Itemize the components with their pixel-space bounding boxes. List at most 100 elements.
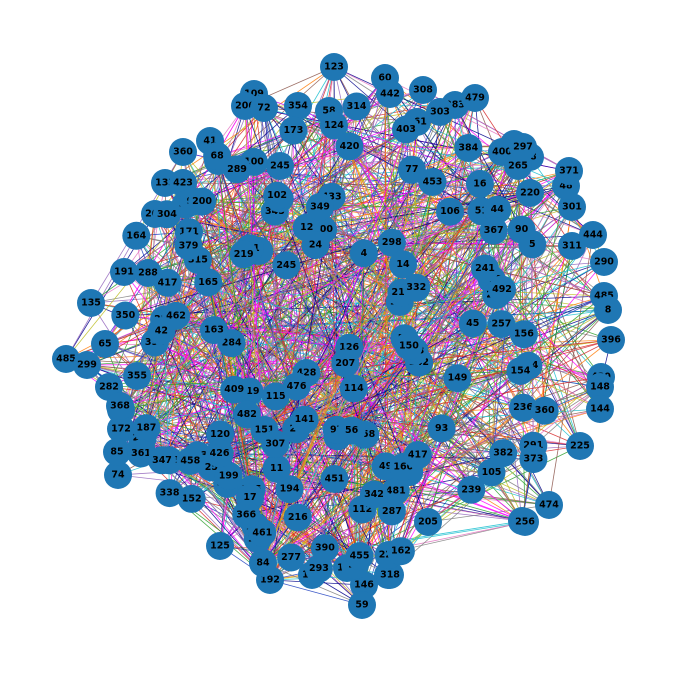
graph-node-circle (169, 138, 197, 166)
graph-node-label: 51 (475, 206, 488, 217)
graph-node: 409 (220, 375, 249, 404)
graph-node: 106 (436, 197, 464, 226)
graph-node-label: 265 (508, 161, 528, 172)
graph-edge (548, 234, 594, 506)
graph-node: 65 (91, 330, 119, 358)
graph-node: 277 (277, 543, 306, 572)
graph-node-circle (590, 248, 618, 276)
graph-edge (120, 372, 307, 411)
graph-node-label: 114 (344, 383, 364, 394)
graph-node: 318 (376, 561, 404, 589)
graph-node-circle (360, 480, 388, 509)
graph-edge (259, 250, 601, 410)
graph-node: 24 (301, 231, 330, 260)
graph-node: 44 (483, 195, 512, 224)
graph-node-circle (509, 133, 537, 161)
graph-edge (137, 333, 524, 377)
graph-node: 135 (77, 289, 105, 317)
graph-node-circle (261, 382, 290, 411)
graph-node: 241 (471, 254, 499, 283)
graph-node-label: 225 (570, 441, 590, 452)
graph-node-label: 400 (492, 147, 512, 158)
graph-node-label: 314 (347, 101, 367, 112)
graph-edge (269, 151, 503, 581)
graph-node-circle (558, 193, 586, 221)
graph-node: 14 (389, 250, 417, 279)
graph-node-label: 301 (562, 202, 582, 213)
graph-edge (249, 147, 469, 249)
graph-node-label: 163 (204, 325, 224, 336)
graph-node: 56 (337, 416, 366, 445)
graph-node-circle (530, 396, 559, 425)
graph-node-label: 308 (413, 85, 433, 96)
graph-edge (315, 156, 531, 246)
graph-edge (318, 338, 405, 569)
graph-node-label: 149 (448, 373, 468, 384)
graph-node-label: 162 (391, 546, 411, 557)
graph-node: 485 (52, 345, 80, 373)
graph-edge (244, 105, 271, 581)
graph-edge (147, 130, 294, 274)
graph-node-circle (376, 80, 404, 108)
graph-node: 350 (111, 301, 140, 330)
graph-node-label: 148 (590, 382, 610, 393)
graph-node-label: 154 (510, 366, 530, 377)
graph-node-label: 219 (234, 249, 254, 260)
graph-node-label: 171 (179, 227, 199, 238)
graph-edge (262, 242, 393, 564)
graph-node-circle (310, 534, 339, 563)
graph-node-circle (461, 84, 489, 112)
graph-node: 360 (530, 396, 559, 425)
graph-node: 455 (345, 542, 374, 571)
graph-node: 191 (110, 258, 138, 286)
graph-node-label: 420 (340, 141, 360, 152)
graph-node: 245 (272, 251, 301, 280)
graph-node-circle (290, 405, 319, 434)
graph-node: 199 (214, 461, 243, 490)
graph-node-circle (418, 168, 447, 196)
graph-node-circle (148, 446, 176, 475)
graph-node-label: 444 (583, 230, 603, 241)
graph-node-label: 287 (382, 506, 402, 517)
graph-node: 154 (506, 357, 535, 385)
graph-edge (491, 146, 524, 473)
graph-node-circle (249, 549, 277, 577)
graph-node-label: 216 (288, 512, 308, 523)
graph-node: 373 (519, 445, 548, 474)
graph-node-circle (342, 92, 371, 121)
graph-node-circle (220, 375, 249, 404)
graph-node: 11 (262, 454, 291, 483)
graph-edge (167, 229, 522, 284)
graph-edge (348, 185, 567, 349)
graph-node-circle (457, 475, 486, 504)
graph-node: 289 (223, 155, 251, 184)
graph-node: 366 (232, 500, 261, 529)
graph-node: 200 (188, 187, 217, 216)
graph-node-label: 205 (418, 517, 438, 528)
graph-node-circle (519, 445, 548, 474)
graph-node: 141 (290, 405, 319, 434)
graph-node-circle (320, 465, 349, 493)
graph-node-label: 141 (295, 414, 315, 425)
graph-node-circle (511, 508, 539, 536)
graph-node: 304 (152, 200, 181, 229)
graph-node-circle (436, 197, 464, 226)
graph-node-circle (127, 439, 155, 468)
graph-edge (391, 309, 609, 512)
graph-node-label: 152 (182, 493, 202, 504)
graph-node-label: 164 (126, 230, 146, 241)
graph-edge (353, 388, 526, 523)
graph-node-label: 97 (330, 424, 343, 435)
graph-edge (349, 146, 534, 446)
graph-node-label: 106 (440, 206, 460, 217)
graph-node-circle (229, 240, 258, 269)
graph-node-label: 17 (243, 492, 256, 503)
graph-node-circle (272, 251, 301, 280)
graph-node-label: 16 (473, 178, 487, 189)
graph-node: 451 (320, 465, 349, 493)
graph-node-label: 350 (115, 310, 135, 321)
graph-edge (395, 472, 492, 492)
graph-node-label: 100 (244, 157, 264, 168)
graph-node-label: 318 (380, 570, 400, 581)
graph-node-label: 288 (138, 268, 158, 279)
